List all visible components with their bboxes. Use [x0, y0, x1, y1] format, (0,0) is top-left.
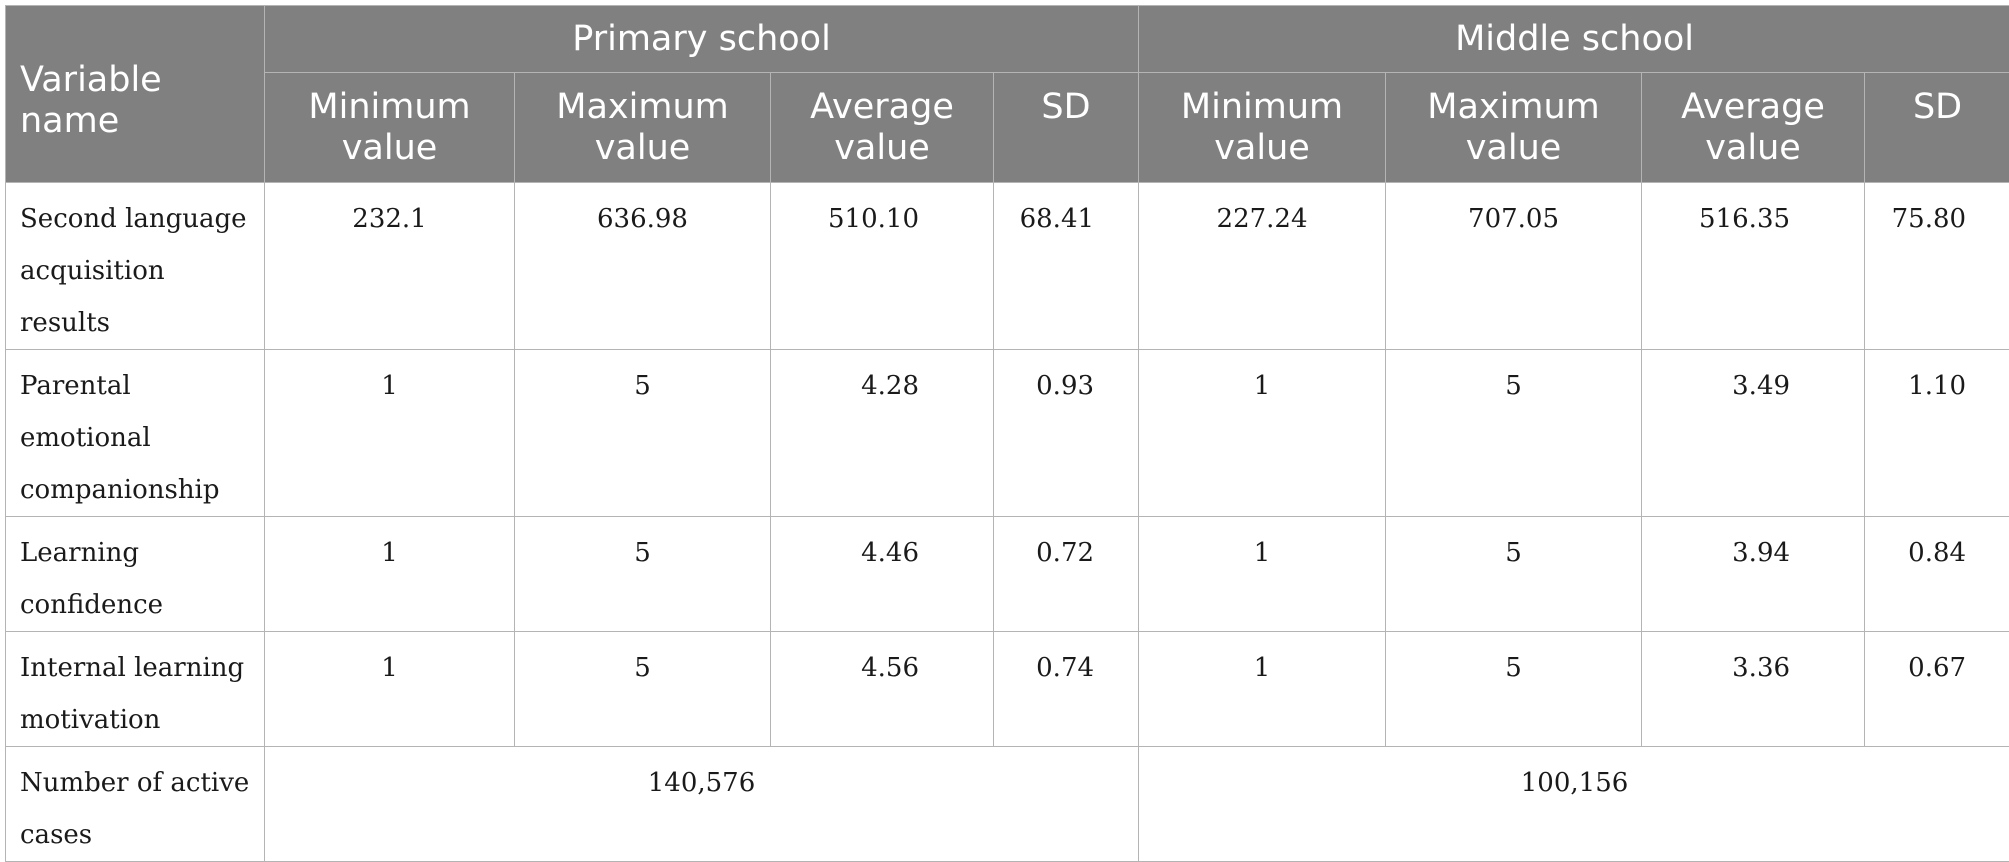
middle-maximum-cell: 5 — [1386, 632, 1642, 747]
header-column-row: Minimum value Maximum value Average valu… — [6, 73, 2009, 183]
primary-minimum-cell: 232.1 — [265, 183, 515, 350]
table-row: Learning confidence 1 5 4.46 0.72 1 5 3.… — [6, 517, 2009, 632]
middle-average-cell: 3.36 — [1642, 632, 1865, 747]
active-cases-row: Number of active cases 140,576 100,156 — [6, 747, 2009, 862]
middle-maximum-cell: 5 — [1386, 350, 1642, 517]
middle-average-cell: 3.49 — [1642, 350, 1865, 517]
table-body: Second language acquisition results 232.… — [6, 183, 2009, 862]
middle-average-cell: 516.35 — [1642, 183, 1865, 350]
middle-average-cell: 3.94 — [1642, 517, 1865, 632]
middle-maximum-header: Maximum value — [1386, 73, 1642, 183]
middle-minimum-cell: 227.24 — [1139, 183, 1386, 350]
middle-sd-cell: 0.67 — [1865, 632, 2009, 747]
middle-minimum-header: Minimum value — [1139, 73, 1386, 183]
active-cases-label: Number of active cases — [6, 747, 265, 862]
row-variable-name: Internal learning motivation — [6, 632, 265, 747]
table-row: Second language acquisition results 232.… — [6, 183, 2009, 350]
middle-maximum-cell: 707.05 — [1386, 183, 1642, 350]
middle-minimum-cell: 1 — [1139, 517, 1386, 632]
primary-average-cell: 510.10 — [771, 183, 994, 350]
primary-average-cell: 4.56 — [771, 632, 994, 747]
primary-average-cell: 4.46 — [771, 517, 994, 632]
middle-minimum-cell: 1 — [1139, 632, 1386, 747]
primary-average-cell: 4.28 — [771, 350, 994, 517]
primary-school-header: Primary school — [265, 6, 1139, 73]
middle-sd-cell: 1.10 — [1865, 350, 2009, 517]
middle-maximum-cell: 5 — [1386, 517, 1642, 632]
variable-name-header: Variable name — [6, 6, 265, 183]
row-variable-name: Second language acquisition results — [6, 183, 265, 350]
primary-sd-cell: 0.74 — [994, 632, 1139, 747]
middle-average-header: Average value — [1642, 73, 1865, 183]
table-row: Internal learning motivation 1 5 4.56 0.… — [6, 632, 2009, 747]
primary-minimum-cell: 1 — [265, 632, 515, 747]
primary-maximum-cell: 636.98 — [515, 183, 771, 350]
primary-sd-cell: 0.93 — [994, 350, 1139, 517]
descriptive-statistics-table: Variable name Primary school Middle scho… — [5, 5, 2009, 862]
primary-minimum-cell: 1 — [265, 517, 515, 632]
header-group-row: Variable name Primary school Middle scho… — [6, 6, 2009, 73]
table-row: Parental emotional companionship 1 5 4.2… — [6, 350, 2009, 517]
middle-active-cases-cell: 100,156 — [1139, 747, 2009, 862]
primary-minimum-header: Minimum value — [265, 73, 515, 183]
primary-sd-cell: 0.72 — [994, 517, 1139, 632]
primary-maximum-cell: 5 — [515, 517, 771, 632]
primary-minimum-cell: 1 — [265, 350, 515, 517]
primary-sd-header: SD — [994, 73, 1139, 183]
primary-maximum-header: Maximum value — [515, 73, 771, 183]
middle-sd-cell: 0.84 — [1865, 517, 2009, 632]
row-variable-name: Learning confidence — [6, 517, 265, 632]
middle-sd-header: SD — [1865, 73, 2009, 183]
primary-sd-cell: 68.41 — [994, 183, 1139, 350]
middle-sd-cell: 75.80 — [1865, 183, 2009, 350]
primary-average-header: Average value — [771, 73, 994, 183]
primary-maximum-cell: 5 — [515, 350, 771, 517]
primary-maximum-cell: 5 — [515, 632, 771, 747]
table-header: Variable name Primary school Middle scho… — [6, 6, 2009, 183]
primary-active-cases-cell: 140,576 — [265, 747, 1139, 862]
row-variable-name: Parental emotional companionship — [6, 350, 265, 517]
middle-minimum-cell: 1 — [1139, 350, 1386, 517]
middle-school-header: Middle school — [1139, 6, 2009, 73]
